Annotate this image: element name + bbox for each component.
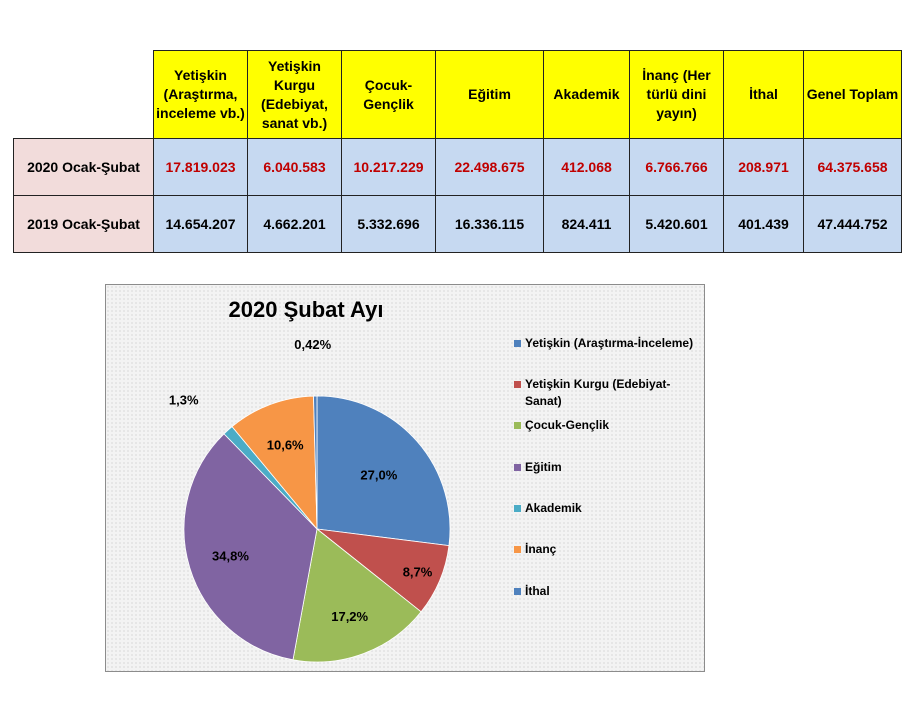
table-cell: 208.971 xyxy=(723,138,804,196)
table-row: 2020 Ocak-Şubat 17.819.023 6.040.583 10.… xyxy=(13,138,902,196)
legend-label: Çocuk-Gençlik xyxy=(525,418,610,432)
table-cell: 14.654.207 xyxy=(153,195,248,253)
pie-slice xyxy=(183,433,318,661)
table-cell: 16.336.115 xyxy=(435,195,544,253)
legend-item: İthal xyxy=(514,583,695,600)
legend-swatch-icon xyxy=(514,340,521,347)
header-cell: Yetişkin Kurgu (Edebiyat, sanat vb.) xyxy=(247,50,342,139)
slice-data-label: 8,7% xyxy=(403,564,433,579)
header-cell: Çocuk-Gençlik xyxy=(341,50,436,139)
slice-data-label: 1,3% xyxy=(169,392,199,407)
table-cell: 10.217.229 xyxy=(341,138,436,196)
table-cell: 412.068 xyxy=(543,138,630,196)
legend-swatch-icon xyxy=(514,546,521,553)
legend-label: Yetişkin (Araştırma-İnceleme) xyxy=(525,336,694,350)
stats-table: Yetişkin (Araştırma, inceleme vb.) Yetiş… xyxy=(13,50,902,253)
table-cell: 22.498.675 xyxy=(435,138,544,196)
pie-slice xyxy=(292,528,422,663)
legend-item: İnanç xyxy=(514,541,695,558)
table-cell: 401.439 xyxy=(723,195,804,253)
header-cell: Genel Toplam xyxy=(803,50,902,139)
legend-label: Yetişkin Kurgu (Edebiyat-Sanat) xyxy=(525,377,671,408)
legend-item: Yetişkin (Araştırma-İnceleme) xyxy=(514,335,695,352)
table-cell: 6.766.766 xyxy=(629,138,724,196)
legend-swatch-icon xyxy=(514,381,521,388)
pie-slice xyxy=(316,395,451,547)
legend-label: Eğitim xyxy=(525,460,562,474)
table-cell: 17.819.023 xyxy=(153,138,248,196)
legend-label: İthal xyxy=(525,584,550,598)
legend-swatch-icon xyxy=(514,422,521,429)
table-cell: 6.040.583 xyxy=(247,138,342,196)
legend-item: Eğitim xyxy=(514,459,695,476)
table-header-row: Yetişkin (Araştırma, inceleme vb.) Yetiş… xyxy=(13,50,902,139)
legend-label: Akademik xyxy=(525,501,582,515)
pie-slice xyxy=(231,395,318,531)
header-cell: İnanç (Her türlü dini yayın) xyxy=(629,50,724,139)
slice-data-label: 17,2% xyxy=(331,609,368,624)
header-cell: Eğitim xyxy=(435,50,544,139)
row-label: 2020 Ocak-Şubat xyxy=(13,138,154,196)
header-cell: İthal xyxy=(723,50,804,139)
pie-chart-panel: 2020 Şubat Ayı 27,0% 8,7% 17,2% 34,8% 1,3% 10… xyxy=(105,284,705,672)
table-row: 2019 Ocak-Şubat 14.654.207 4.662.201 5.3… xyxy=(13,195,902,253)
pie-chart: 27,0% 8,7% 17,2% 34,8% 1,3% 10,6% 0,42% xyxy=(169,337,451,663)
legend-item: Yetişkin Kurgu (Edebiyat-Sanat) xyxy=(514,376,695,410)
table-corner-cell xyxy=(13,50,154,139)
legend-item: Akademik xyxy=(514,500,695,517)
slice-data-label: 34,8% xyxy=(212,548,249,563)
table-cell: 5.332.696 xyxy=(341,195,436,253)
legend-label: İnanç xyxy=(525,542,557,556)
slice-data-label: 0,42% xyxy=(294,337,331,352)
chart-title: 2020 Şubat Ayı xyxy=(228,297,384,322)
legend-swatch-icon xyxy=(514,464,521,471)
legend-swatch-icon xyxy=(514,588,521,595)
header-cell: Yetişkin (Araştırma, inceleme vb.) xyxy=(153,50,248,139)
legend-swatch-icon xyxy=(514,505,521,512)
table-cell: 824.411 xyxy=(543,195,630,253)
slice-data-label: 10,6% xyxy=(267,437,304,452)
pie-slice xyxy=(313,395,318,530)
table-cell: 4.662.201 xyxy=(247,195,342,253)
table-cell: 5.420.601 xyxy=(629,195,724,253)
row-label: 2019 Ocak-Şubat xyxy=(13,195,154,253)
legend-item: Çocuk-Gençlik xyxy=(514,417,695,434)
slice-data-label: 27,0% xyxy=(360,467,397,482)
table-cell: 64.375.658 xyxy=(803,138,902,196)
table-cell: 47.444.752 xyxy=(803,195,902,253)
header-cell: Akademik xyxy=(543,50,630,139)
